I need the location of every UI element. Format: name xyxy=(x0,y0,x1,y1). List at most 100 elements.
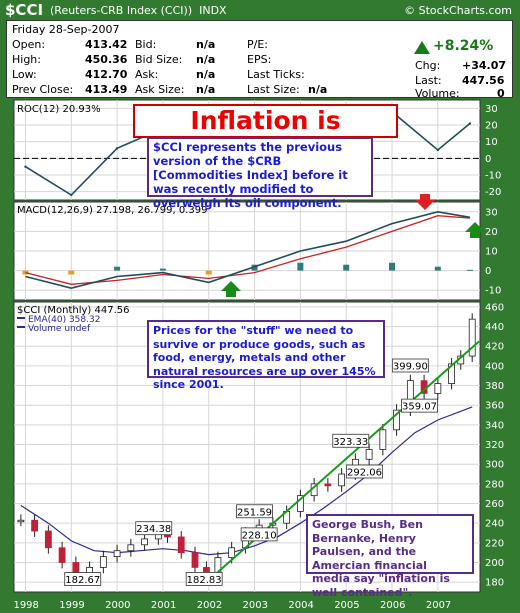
price-label-box xyxy=(401,398,438,413)
volume-value: 0 xyxy=(497,87,505,100)
chg-label: Chg: xyxy=(415,59,441,72)
x-axis-tick-label: 2000 xyxy=(105,600,130,611)
macd-down-arrow-icon xyxy=(415,194,435,210)
price-panel-tick-label: 320 xyxy=(485,440,504,451)
asksize-value: n/a xyxy=(196,83,216,96)
price-candle xyxy=(468,318,476,357)
quote-date: Friday 28-Sep-2007 xyxy=(12,23,120,36)
macd-up-arrow-right-icon xyxy=(465,222,485,238)
price-label: 182.67 xyxy=(64,572,102,586)
x-axis-tick-label: 1998 xyxy=(13,600,38,611)
price-panel-tick-label: 180 xyxy=(485,578,504,589)
volume-label: Volume: xyxy=(415,87,460,100)
price-panel-tick-label: 260 xyxy=(485,499,504,510)
price-candle xyxy=(338,473,346,487)
price-label-box xyxy=(332,433,370,448)
price-candle xyxy=(393,409,401,431)
x-axis-tick-label: 2004 xyxy=(288,600,313,611)
price-label-box xyxy=(236,504,273,519)
symbol-description: (Reuters-CRB Index (CCI)) INDX xyxy=(50,4,227,17)
price-label-text: 359.07 xyxy=(402,402,437,413)
price-panel-tick-label: 280 xyxy=(485,479,504,490)
price-label-text: 323.33 xyxy=(333,437,368,448)
macd-histogram-bar xyxy=(251,264,258,271)
roc-point xyxy=(24,165,27,168)
macd-histogram-bar xyxy=(205,270,212,275)
macd-histogram-bar xyxy=(297,262,304,271)
price-candle xyxy=(141,538,148,546)
price-candle xyxy=(113,550,121,558)
price-label: 399.90 xyxy=(391,358,429,373)
ask-value: n/a xyxy=(196,68,216,81)
macd-histogram-bar xyxy=(389,262,396,271)
price-candle xyxy=(434,383,442,394)
price-label: 323.33 xyxy=(332,433,370,448)
roc-panel-tick-label: 0 xyxy=(485,154,491,165)
asksize-label: Ask Size: xyxy=(135,83,185,96)
price-panel-tick-label: 340 xyxy=(485,420,504,431)
price-label-text: 234.38 xyxy=(136,524,171,535)
prevclose-value: 413.49 xyxy=(85,83,128,96)
price-label: 228.10 xyxy=(240,527,278,541)
quote-panel: Friday 28-Sep-2007 Open: 413.42 High: 45… xyxy=(6,20,513,100)
price-panel-tick-label: 380 xyxy=(485,381,504,392)
price-candle xyxy=(324,483,332,487)
open-value: 413.42 xyxy=(85,38,128,51)
lastsize-value: n/a xyxy=(308,83,328,96)
price-label-box xyxy=(391,358,429,373)
lastticks-label: Last Ticks: xyxy=(247,68,305,81)
price-candle xyxy=(228,547,236,558)
macd-panel-tick-label: 10 xyxy=(485,247,498,258)
roc-panel-tick-label: 10 xyxy=(485,137,498,148)
x-axis-tick-label: 1999 xyxy=(59,600,84,611)
price-candle xyxy=(17,519,25,523)
price-panel-tick-label: 420 xyxy=(485,342,504,353)
roc-point xyxy=(70,193,73,197)
exchange: INDX xyxy=(199,4,227,17)
ema-legend: EMA(40) 358.32 xyxy=(28,315,100,325)
ema-legend-swatch xyxy=(17,317,25,319)
price-candle xyxy=(99,556,107,568)
high-value: 450.36 xyxy=(85,53,128,66)
bidsize-label: Bid Size: xyxy=(135,53,183,66)
volume-legend-swatch xyxy=(17,326,25,328)
macd-histogram-bar xyxy=(68,270,75,275)
macd-label: MACD(12,26,9) 27.198, 26.799, 0.399 xyxy=(17,205,207,216)
trendline xyxy=(205,340,480,583)
volume-legend: Volume undef xyxy=(28,324,91,334)
percent-change: +8.24% xyxy=(433,38,494,54)
macd-panel-tick-label: 0 xyxy=(485,266,491,277)
cci-note-callout: $CCI represents the previous version of … xyxy=(147,137,373,210)
price-label: 292.06 xyxy=(346,464,383,479)
price-label-box xyxy=(64,572,102,586)
macd-histogram-bar xyxy=(343,264,350,271)
roc-label: ROC(12) 20.93% xyxy=(17,104,101,115)
price-label-box xyxy=(185,571,223,586)
price-candle xyxy=(379,429,387,450)
up-arrow-icon xyxy=(414,41,430,54)
macd-histogram-bar xyxy=(466,269,473,271)
lastsize-label: Last Size: xyxy=(247,83,300,96)
symbol: $CCI xyxy=(5,1,44,19)
headline-callout: Inflation is Raging! xyxy=(133,104,398,165)
macd-line xyxy=(25,210,471,290)
price-label: 359.07 xyxy=(401,398,438,413)
high-label: High: xyxy=(12,53,41,66)
price-label: 234.38 xyxy=(135,521,173,536)
price-candle xyxy=(448,363,455,384)
price-candle xyxy=(296,495,304,512)
low-label: Low: xyxy=(12,68,37,81)
price-panel-tick-label: 240 xyxy=(485,519,504,530)
bidsize-value: n/a xyxy=(196,53,216,66)
pe-label: P/E: xyxy=(247,38,268,51)
price-label-text: 182.83 xyxy=(187,575,222,586)
price-label: 182.83 xyxy=(185,571,223,586)
bid-value: n/a xyxy=(196,38,216,51)
price-label-text: 399.90 xyxy=(393,361,428,372)
price-candle xyxy=(31,519,39,532)
low-value: 412.70 xyxy=(85,68,128,81)
price-panel-tick-label: 220 xyxy=(485,538,504,549)
price-panel-tick-label: 460 xyxy=(485,302,504,313)
price-label-text: 228.10 xyxy=(242,530,277,541)
price-label-box xyxy=(135,521,173,536)
